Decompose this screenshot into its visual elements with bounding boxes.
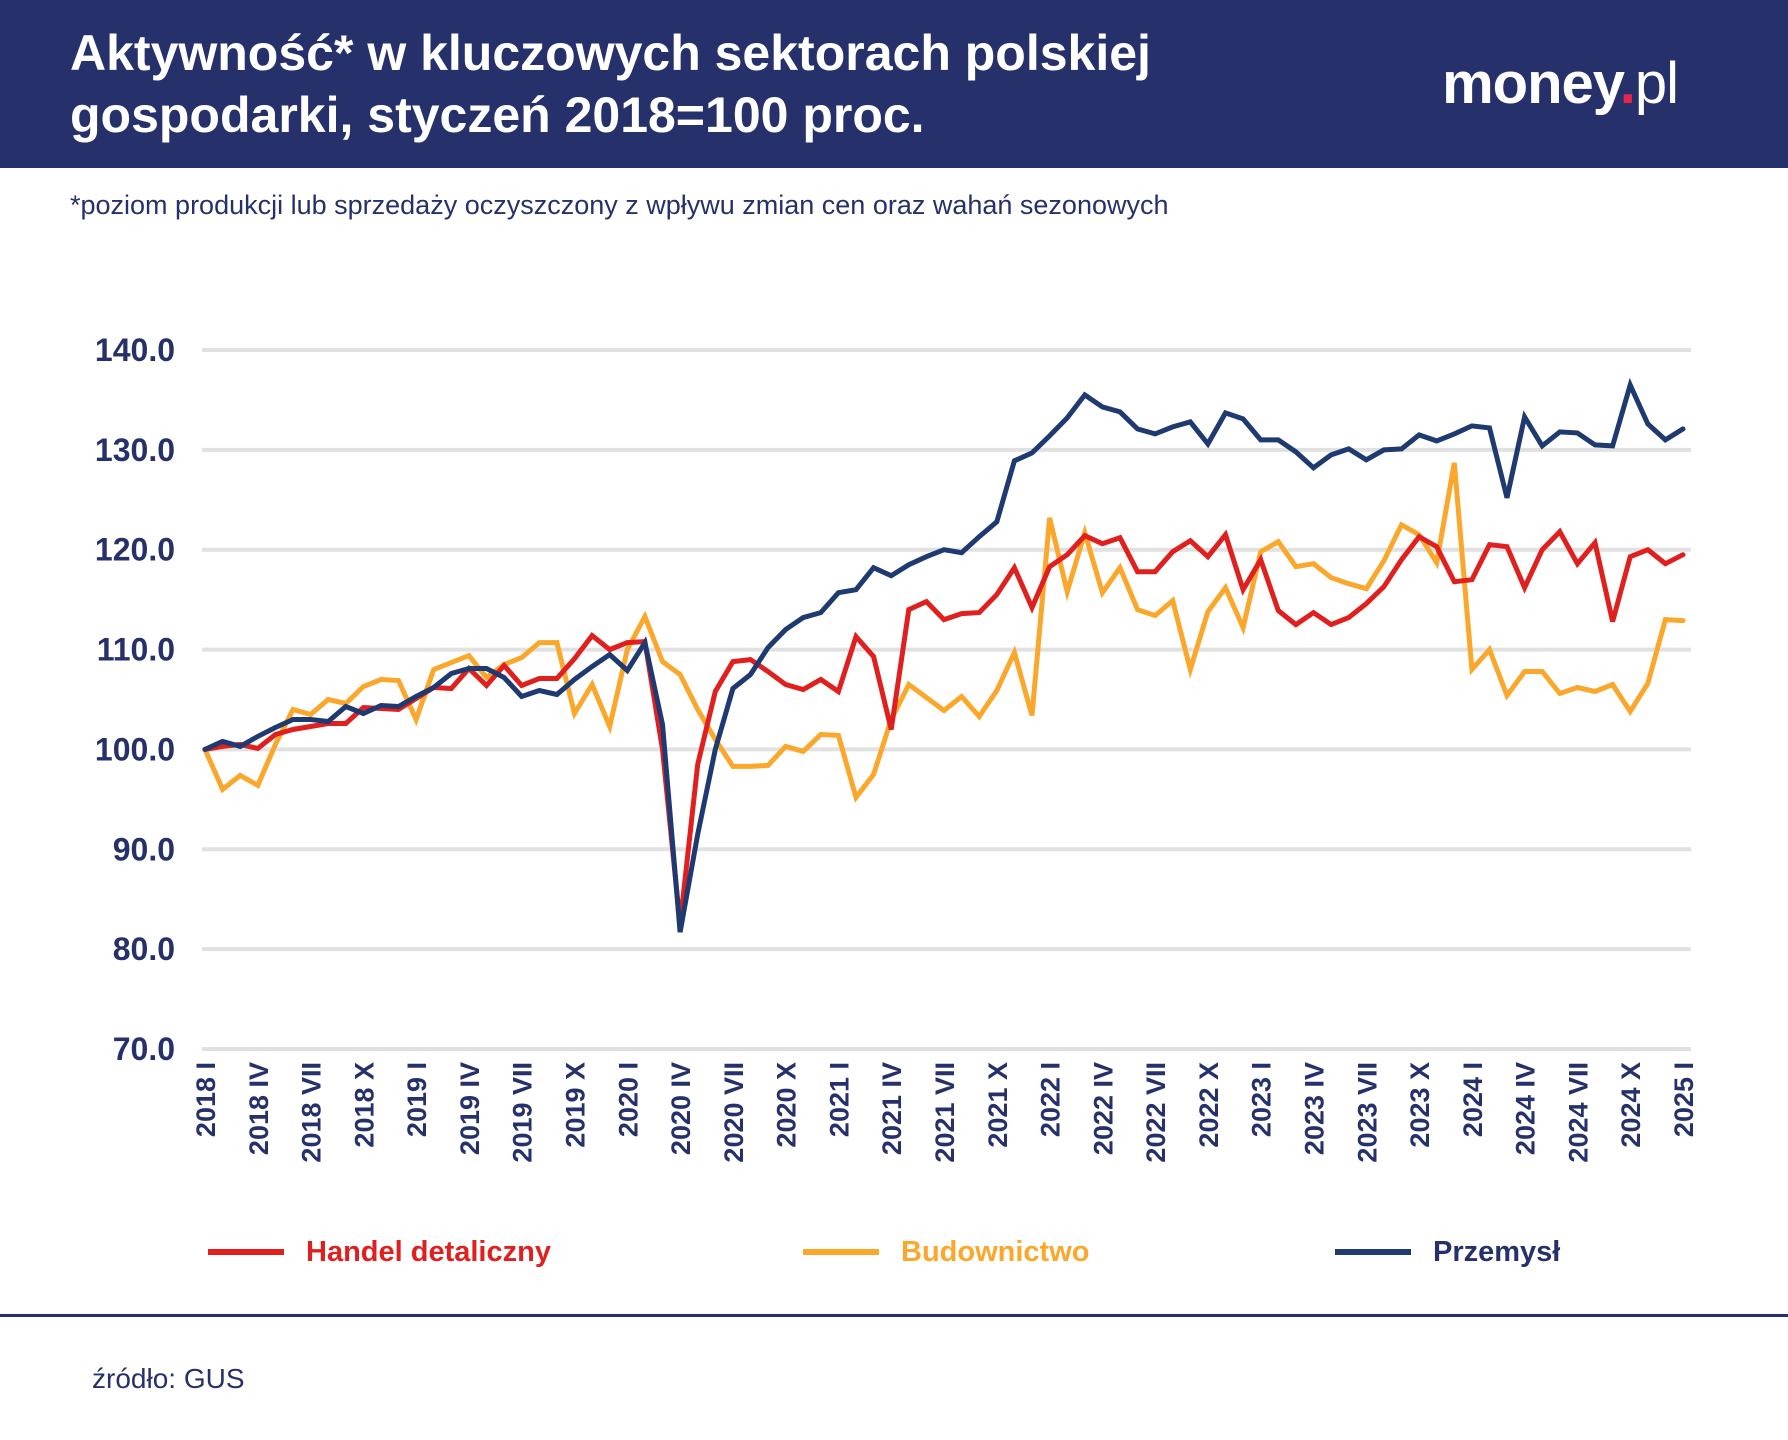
- footer-divider: [0, 1314, 1788, 1317]
- money-pl-logo: money.pl: [1442, 51, 1679, 116]
- x-tick-label: 2023 VII: [1352, 1062, 1382, 1163]
- x-tick-label: 2021 VII: [930, 1062, 960, 1163]
- x-tick-label: 2022 IV: [1088, 1062, 1118, 1155]
- x-tick-label: 2019 IV: [455, 1062, 485, 1155]
- y-tick-label: 80.0: [113, 931, 175, 967]
- y-tick-label: 140.0: [95, 332, 175, 368]
- y-tick-label: 120.0: [95, 532, 175, 568]
- x-tick-label: 2020 I: [613, 1062, 643, 1137]
- x-tick-label: 2025 I: [1669, 1062, 1699, 1137]
- y-tick-label: 130.0: [95, 432, 175, 468]
- x-tick-label: 2024 I: [1458, 1062, 1488, 1137]
- x-tick-label: 2021 X: [983, 1062, 1013, 1148]
- legend-item-przemysl: Przemysł: [1335, 1232, 1560, 1272]
- x-tick-label: 2019 X: [561, 1062, 591, 1148]
- x-tick-label: 2023 X: [1405, 1062, 1435, 1148]
- legend-label-przemysl: Przemysł: [1433, 1235, 1561, 1268]
- x-tick-label: 2024 VII: [1563, 1062, 1593, 1163]
- y-tick-label: 110.0: [97, 632, 175, 668]
- legend-label-handel: Handel detaliczny: [306, 1235, 551, 1268]
- legend-swatch-budownictwo: [803, 1249, 879, 1255]
- x-tick-label: 2020 X: [772, 1062, 802, 1148]
- x-tick-label: 2021 IV: [877, 1062, 907, 1155]
- chart-subtitle: *poziom produkcji lub sprzedaży oczyszcz…: [70, 190, 1169, 220]
- x-tick-label: 2022 I: [1036, 1062, 1066, 1137]
- x-tick-label: 2018 I: [191, 1062, 221, 1137]
- legend-swatch-przemysl: [1335, 1249, 1411, 1255]
- y-tick-label: 90.0: [113, 831, 175, 867]
- y-tick-label: 70.0: [113, 1031, 175, 1067]
- x-tick-label: 2022 VII: [1141, 1062, 1171, 1163]
- y-tick-label: 100.0: [95, 731, 175, 767]
- series-line-handel-detaliczny: [202, 527, 1686, 925]
- x-tick-label: 2020 IV: [666, 1062, 696, 1155]
- chart-title: Aktywność* w kluczowych sektorach polski…: [70, 25, 1151, 143]
- legend-item-handel: Handel detaliczny: [208, 1232, 551, 1272]
- x-tick-label: 2024 IV: [1511, 1062, 1541, 1155]
- source-note: źródło: GUS: [92, 1363, 245, 1394]
- legend-item-budownictwo: Budownictwo: [803, 1232, 1089, 1272]
- legend-label-budownictwo: Budownictwo: [901, 1235, 1090, 1268]
- x-tick-label: 2023 IV: [1300, 1062, 1330, 1155]
- x-tick-label: 2019 I: [402, 1062, 432, 1137]
- header-banner: Aktywność* w kluczowych sektorach polski…: [0, 0, 1788, 168]
- x-tick-label: 2021 I: [824, 1062, 854, 1137]
- x-tick-label: 2018 VII: [297, 1062, 327, 1163]
- x-tick-label: 2020 VII: [719, 1062, 749, 1163]
- x-tick-label: 2022 X: [1194, 1062, 1224, 1148]
- x-tick-label: 2019 VII: [508, 1062, 538, 1163]
- legend-swatch-handel: [208, 1249, 284, 1255]
- series-line-budownictwo: [202, 462, 1686, 803]
- x-tick-label: 2018 X: [349, 1062, 379, 1148]
- x-tick-label: 2023 I: [1247, 1062, 1277, 1137]
- x-tick-label: 2024 X: [1616, 1062, 1646, 1148]
- x-tick-label: 2018 IV: [244, 1062, 274, 1155]
- series-line-przemysł: [202, 377, 1686, 933]
